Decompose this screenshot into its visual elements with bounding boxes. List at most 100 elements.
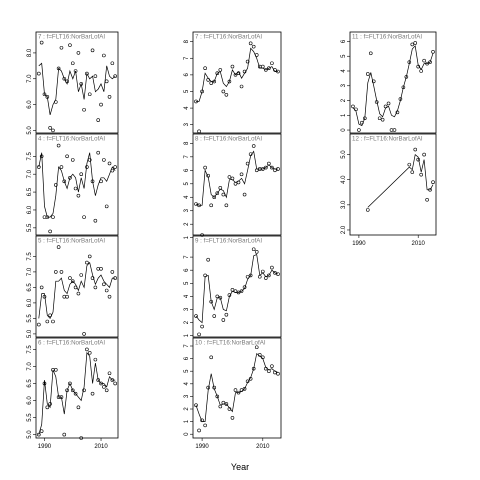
- observed-point: [371, 79, 376, 84]
- y-tick-label: 2: [341, 98, 347, 102]
- observed-point: [96, 150, 101, 155]
- observed-point: [215, 71, 220, 76]
- observed-point: [48, 402, 52, 406]
- observed-point: [368, 51, 373, 56]
- y-tick-label: 6.0: [27, 298, 33, 307]
- observed-point: [93, 74, 98, 78]
- observed-point: [392, 128, 397, 132]
- observed-point: [99, 102, 103, 107]
- observed-point: [45, 405, 50, 410]
- observed-point: [242, 285, 247, 290]
- observed-point: [251, 144, 256, 148]
- observed-point: [224, 402, 229, 406]
- observed-point: [45, 215, 50, 219]
- panel-frame: [35, 31, 119, 134]
- observed-point: [264, 68, 268, 72]
- observed-point: [224, 203, 229, 208]
- observed-point: [39, 429, 44, 433]
- observed-point: [200, 324, 204, 329]
- observed-point: [99, 179, 103, 184]
- observed-point: [251, 366, 256, 371]
- observed-point: [230, 64, 235, 69]
- observed-point: [209, 299, 214, 304]
- observed-point: [85, 71, 89, 76]
- y-tick-label: 1: [184, 419, 190, 423]
- observed-point: [76, 291, 81, 296]
- observed-point: [218, 68, 223, 72]
- observed-point: [410, 170, 415, 174]
- y-tick-label: 7.0: [27, 169, 33, 178]
- x-tick-label: 2010: [94, 444, 108, 450]
- y-tick-label: 0: [184, 432, 190, 436]
- observed-point: [236, 71, 241, 76]
- observed-point: [56, 66, 61, 71]
- observed-point: [365, 208, 370, 212]
- observed-point: [431, 50, 435, 54]
- panel-10: 10 : f=FLT16:NorBarLofAI 0 1 2 3 4 5 6 7 1990 2010: [184, 337, 282, 450]
- y-tick-label: 6.0: [27, 100, 33, 109]
- observed-point: [227, 293, 232, 297]
- y-tick-label: 4: [341, 69, 347, 73]
- observed-point: [68, 175, 72, 180]
- observed-point: [351, 104, 355, 109]
- observed-point: [221, 192, 226, 197]
- observed-point: [245, 274, 250, 279]
- observed-point: [254, 345, 259, 350]
- observed-point: [416, 64, 421, 69]
- observed-point: [90, 48, 95, 53]
- observed-point: [200, 89, 204, 94]
- observed-point: [248, 376, 253, 381]
- observed-point: [194, 403, 198, 408]
- observed-point: [425, 198, 429, 202]
- observed-point: [218, 404, 223, 409]
- observed-point: [209, 203, 214, 208]
- observed-point: [96, 378, 101, 382]
- y-tick-label: 8.0: [27, 48, 33, 57]
- y-tick-label: 7: [184, 56, 190, 60]
- y-tick-label: 5: [184, 181, 190, 185]
- panel-strip-title: 4 : f=FLT16:NorBarLofAI: [38, 136, 105, 143]
- observed-point: [113, 276, 117, 280]
- observed-point: [209, 81, 214, 85]
- panel-frame: [35, 235, 119, 338]
- y-tick-label: 5: [184, 369, 190, 373]
- observed-point: [93, 218, 98, 223]
- observed-point: [70, 158, 75, 162]
- y-tick-label: 5: [341, 54, 347, 58]
- observed-point: [70, 279, 75, 284]
- observed-point: [102, 282, 106, 287]
- observed-point: [107, 161, 112, 166]
- observed-point: [264, 165, 268, 170]
- observed-point: [200, 418, 204, 423]
- observed-point: [90, 276, 95, 280]
- observed-point: [273, 68, 277, 72]
- observed-point: [87, 254, 92, 259]
- y-tick-label: 3: [184, 208, 190, 212]
- panel-4: 4 : f=FLT16:NorBarLofAI 5.5 6.0 6.5 7.0 7.5: [27, 133, 119, 236]
- y-tick-label: 2: [184, 222, 190, 226]
- observed-point: [267, 161, 271, 166]
- observed-point: [110, 168, 115, 173]
- x-tick-label: 1990: [195, 444, 209, 450]
- observed-point: [227, 407, 232, 411]
- observed-point: [53, 100, 58, 104]
- observed-point: [377, 116, 382, 121]
- observed-point: [73, 186, 78, 191]
- observed-point: [42, 381, 47, 386]
- observed-point: [233, 181, 238, 186]
- y-tick-label: 6: [184, 356, 190, 360]
- observed-point: [248, 152, 253, 156]
- observed-point: [194, 202, 198, 206]
- observed-point: [110, 61, 115, 66]
- observed-point: [270, 61, 274, 66]
- observed-point: [251, 44, 256, 49]
- panel-frame: [192, 133, 282, 236]
- observed-point: [215, 294, 220, 299]
- observed-point: [242, 387, 247, 391]
- observed-point: [221, 89, 226, 94]
- observed-point: [73, 69, 78, 73]
- y-tick-label: 1: [184, 333, 190, 337]
- observed-point: [104, 388, 109, 393]
- panel-strip-title: 7 : f=FLT16:NorBarLofAI: [38, 34, 105, 41]
- observed-point: [257, 353, 262, 357]
